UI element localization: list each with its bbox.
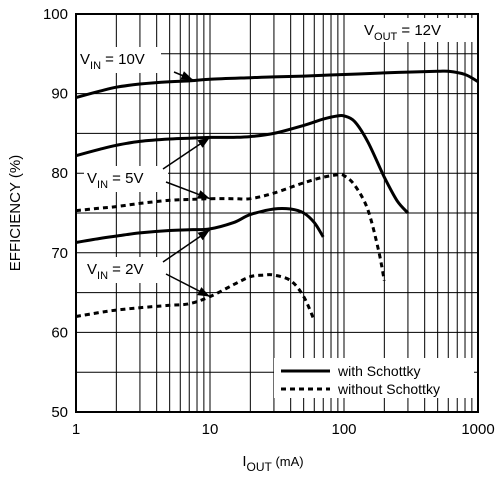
x-tick-label: 1000 — [461, 421, 494, 438]
vin-annotation: VIN = 5V — [87, 170, 143, 191]
annotation-arrowhead — [197, 190, 210, 199]
y-axis-label: EFFICIENCY (%) — [7, 155, 24, 271]
y-tick-label: 60 — [51, 324, 68, 341]
annotation-arrowhead — [197, 229, 210, 241]
legend-label: without Schottky — [337, 381, 440, 397]
annotation-arrowhead — [180, 71, 194, 81]
grid — [76, 14, 478, 412]
vin-annotation: VIN = 10V — [80, 51, 145, 72]
legend-label: with Schottky — [337, 363, 420, 379]
y-tick-label: 100 — [43, 6, 68, 23]
vin-annotation: VIN = 2V — [87, 261, 143, 282]
condition-label: VOUT = 12V — [364, 22, 441, 43]
x-tick-label: 1 — [72, 421, 80, 438]
y-tick-label: 90 — [51, 86, 68, 103]
series-line — [75, 172, 386, 281]
series-line — [75, 206, 325, 244]
y-tick-label: 70 — [51, 245, 68, 262]
annotation-arrowhead — [197, 137, 210, 148]
x-tick-label: 100 — [331, 421, 356, 438]
annotation-arrowhead — [197, 287, 210, 297]
y-tick-label: 50 — [51, 404, 68, 421]
annotation-layer: VIN = 10V VIN = 5V VIN = 2V — [77, 47, 211, 298]
condition-box — [361, 18, 473, 42]
y-tick-label: 80 — [51, 165, 68, 182]
series-line — [75, 69, 479, 100]
series-layer — [75, 69, 479, 322]
legend: with Schottky without Schottky — [281, 363, 440, 397]
legend-box — [274, 358, 474, 398]
x-tick-label: 10 — [202, 421, 219, 438]
annotation-background — [77, 47, 161, 73]
x-axis-label: IOUT (mA) — [242, 453, 303, 474]
series-line — [75, 113, 410, 215]
annotation-background — [84, 257, 168, 283]
plot-frame — [75, 13, 479, 413]
annotation-background — [84, 166, 168, 192]
